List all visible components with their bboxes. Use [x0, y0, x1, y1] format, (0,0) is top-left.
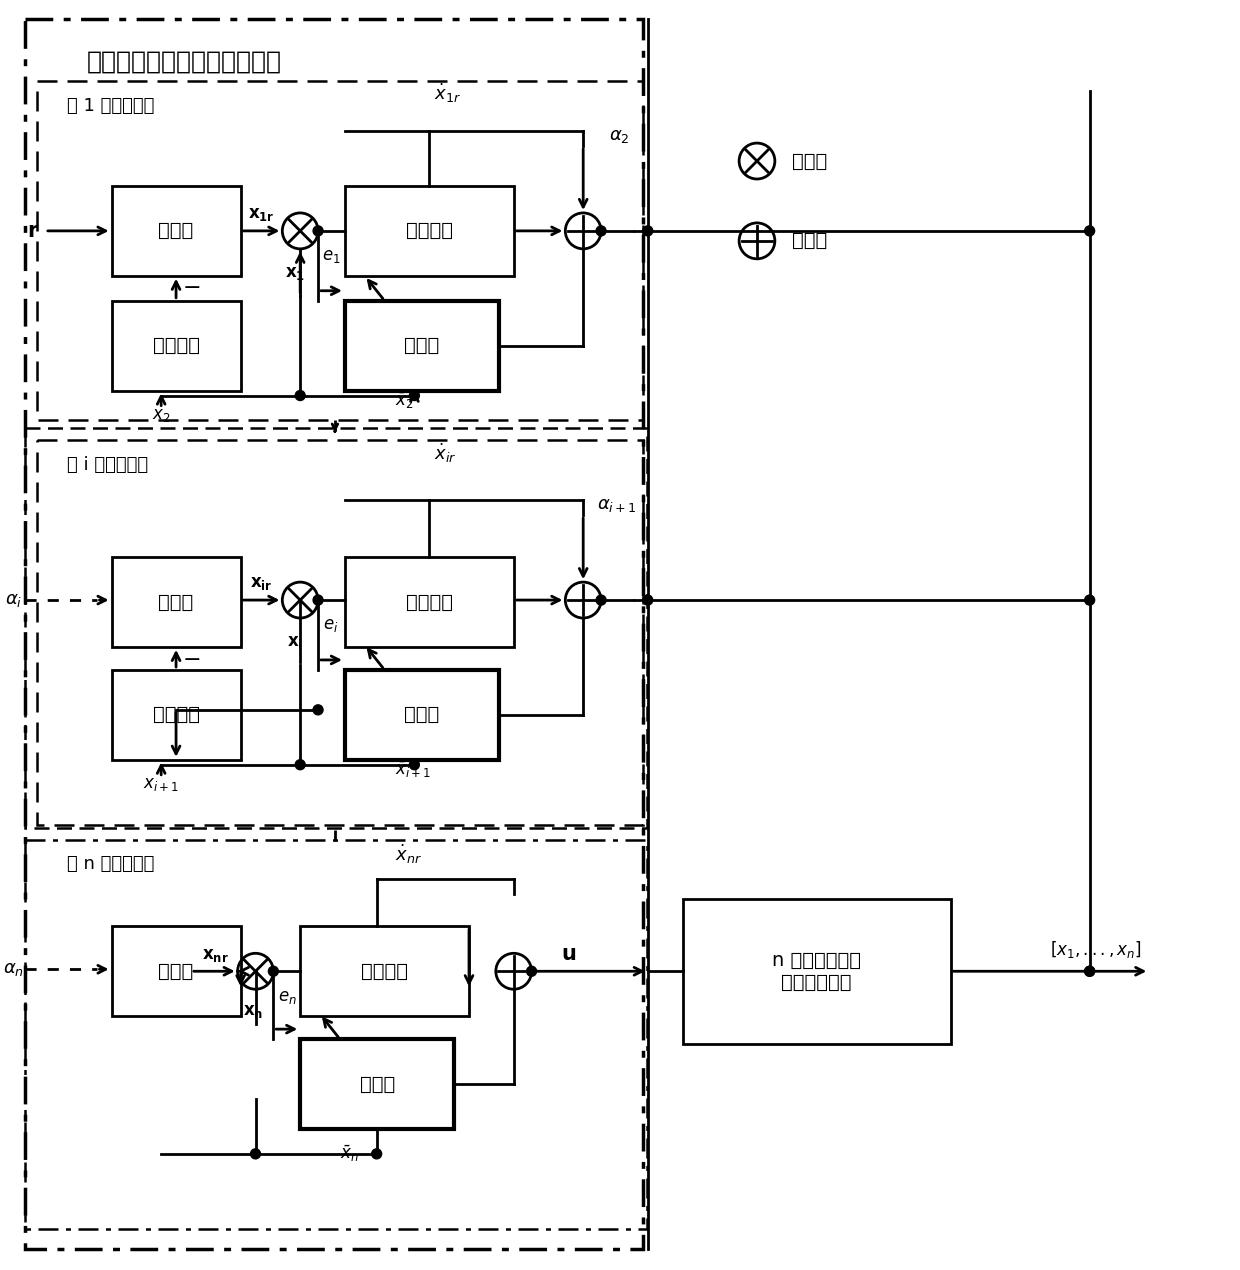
Circle shape	[527, 966, 537, 977]
Text: 第 n 级子控制器: 第 n 级子控制器	[67, 856, 154, 874]
Text: 滤波器: 滤波器	[159, 961, 193, 980]
Text: $e_n$: $e_n$	[278, 988, 296, 1006]
Text: 滤波器: 滤波器	[159, 221, 193, 240]
Circle shape	[1085, 966, 1095, 977]
Text: 滤波器: 滤波器	[159, 593, 193, 612]
Text: $\mathbf{x_1}$: $\mathbf{x_1}$	[285, 264, 305, 282]
Text: 逼近器: 逼近器	[404, 705, 439, 724]
Bar	[345, 185, 513, 276]
Text: 自适应反馈保护动态面控制器: 自适应反馈保护动态面控制器	[87, 50, 281, 74]
Text: r: r	[27, 221, 37, 241]
Circle shape	[268, 966, 278, 977]
Text: 线性控制: 线性控制	[361, 961, 408, 980]
Bar	[112, 301, 241, 391]
Bar	[112, 926, 241, 1016]
Text: $\alpha_n$: $\alpha_n$	[2, 960, 24, 978]
Text: 逼近器: 逼近器	[404, 337, 439, 356]
Circle shape	[642, 596, 652, 605]
Text: $\bar{x}_2$: $\bar{x}_2$	[394, 390, 413, 410]
Circle shape	[409, 759, 419, 770]
Text: 线性控制: 线性控制	[405, 593, 453, 612]
Bar	[345, 558, 513, 646]
Circle shape	[596, 226, 606, 236]
Text: $e_1$: $e_1$	[321, 246, 340, 265]
Text: $\dot{x}_{nr}$: $\dot{x}_{nr}$	[394, 843, 422, 866]
Text: $\mathbf{x_i}$: $\mathbf{x_i}$	[288, 632, 303, 652]
Text: $x_2$: $x_2$	[151, 406, 170, 424]
Text: 线性控制: 线性控制	[405, 221, 453, 240]
Text: $x_{i+1}$: $x_{i+1}$	[143, 775, 180, 792]
Text: 逼近器: 逼近器	[360, 1074, 394, 1093]
Circle shape	[1085, 596, 1095, 605]
Bar	[300, 1039, 454, 1129]
Circle shape	[312, 226, 324, 236]
Circle shape	[250, 1149, 260, 1158]
Circle shape	[312, 705, 324, 715]
Circle shape	[1085, 966, 1095, 977]
Text: n 阶下三角不确
定非线性系统: n 阶下三角不确 定非线性系统	[773, 951, 861, 992]
Text: $\alpha_{i+1}$: $\alpha_{i+1}$	[598, 497, 637, 514]
Circle shape	[596, 596, 606, 605]
Bar	[112, 669, 241, 759]
Bar	[112, 185, 241, 276]
Text: $\mathbf{u}$: $\mathbf{u}$	[560, 945, 575, 964]
Text: 求和器: 求和器	[792, 231, 827, 250]
Text: $\dot{x}_{1r}$: $\dot{x}_{1r}$	[434, 81, 461, 105]
Text: $\bar{x}_n$: $\bar{x}_n$	[340, 1144, 360, 1165]
Text: 第 1 级子控制器: 第 1 级子控制器	[67, 98, 154, 116]
Bar	[682, 899, 951, 1044]
Bar	[300, 926, 469, 1016]
Circle shape	[295, 759, 305, 770]
Bar	[345, 669, 498, 759]
Text: $\mathbf{x_n}$: $\mathbf{x_n}$	[243, 1002, 264, 1020]
Bar	[25, 428, 647, 828]
Text: $e_i$: $e_i$	[324, 616, 339, 634]
Bar	[25, 839, 647, 1228]
Bar	[37, 441, 642, 824]
Bar	[345, 301, 498, 391]
Circle shape	[642, 226, 652, 236]
Text: 反馈保护: 反馈保护	[153, 705, 200, 724]
Text: 比较器: 比较器	[792, 151, 827, 170]
Text: $\alpha_2$: $\alpha_2$	[609, 127, 629, 145]
Circle shape	[372, 1149, 382, 1158]
Text: $-$: $-$	[182, 648, 200, 668]
Text: 第 i 级子控制器: 第 i 级子控制器	[67, 456, 148, 475]
Text: $-$: $-$	[182, 276, 200, 296]
Bar	[112, 558, 241, 646]
Circle shape	[295, 391, 305, 400]
Circle shape	[312, 596, 324, 605]
Text: 反馈保护: 反馈保护	[153, 337, 200, 356]
Text: $\alpha_i$: $\alpha_i$	[5, 591, 22, 610]
Circle shape	[1085, 226, 1095, 236]
Text: $\mathbf{x_{ir}}$: $\mathbf{x_{ir}}$	[250, 574, 273, 592]
Text: $\mathbf{x_{nr}}$: $\mathbf{x_{nr}}$	[202, 946, 229, 964]
Text: $\mathbf{x_{1r}}$: $\mathbf{x_{1r}}$	[248, 204, 275, 224]
Bar	[37, 81, 642, 420]
Bar	[25, 19, 642, 1248]
Circle shape	[409, 391, 419, 400]
Text: $\bar{x}_{i+1}$: $\bar{x}_{i+1}$	[394, 759, 430, 780]
Text: $\dot{x}_{ir}$: $\dot{x}_{ir}$	[434, 442, 456, 465]
Text: $[x_1,...,x_n]$: $[x_1,...,x_n]$	[1050, 939, 1142, 960]
